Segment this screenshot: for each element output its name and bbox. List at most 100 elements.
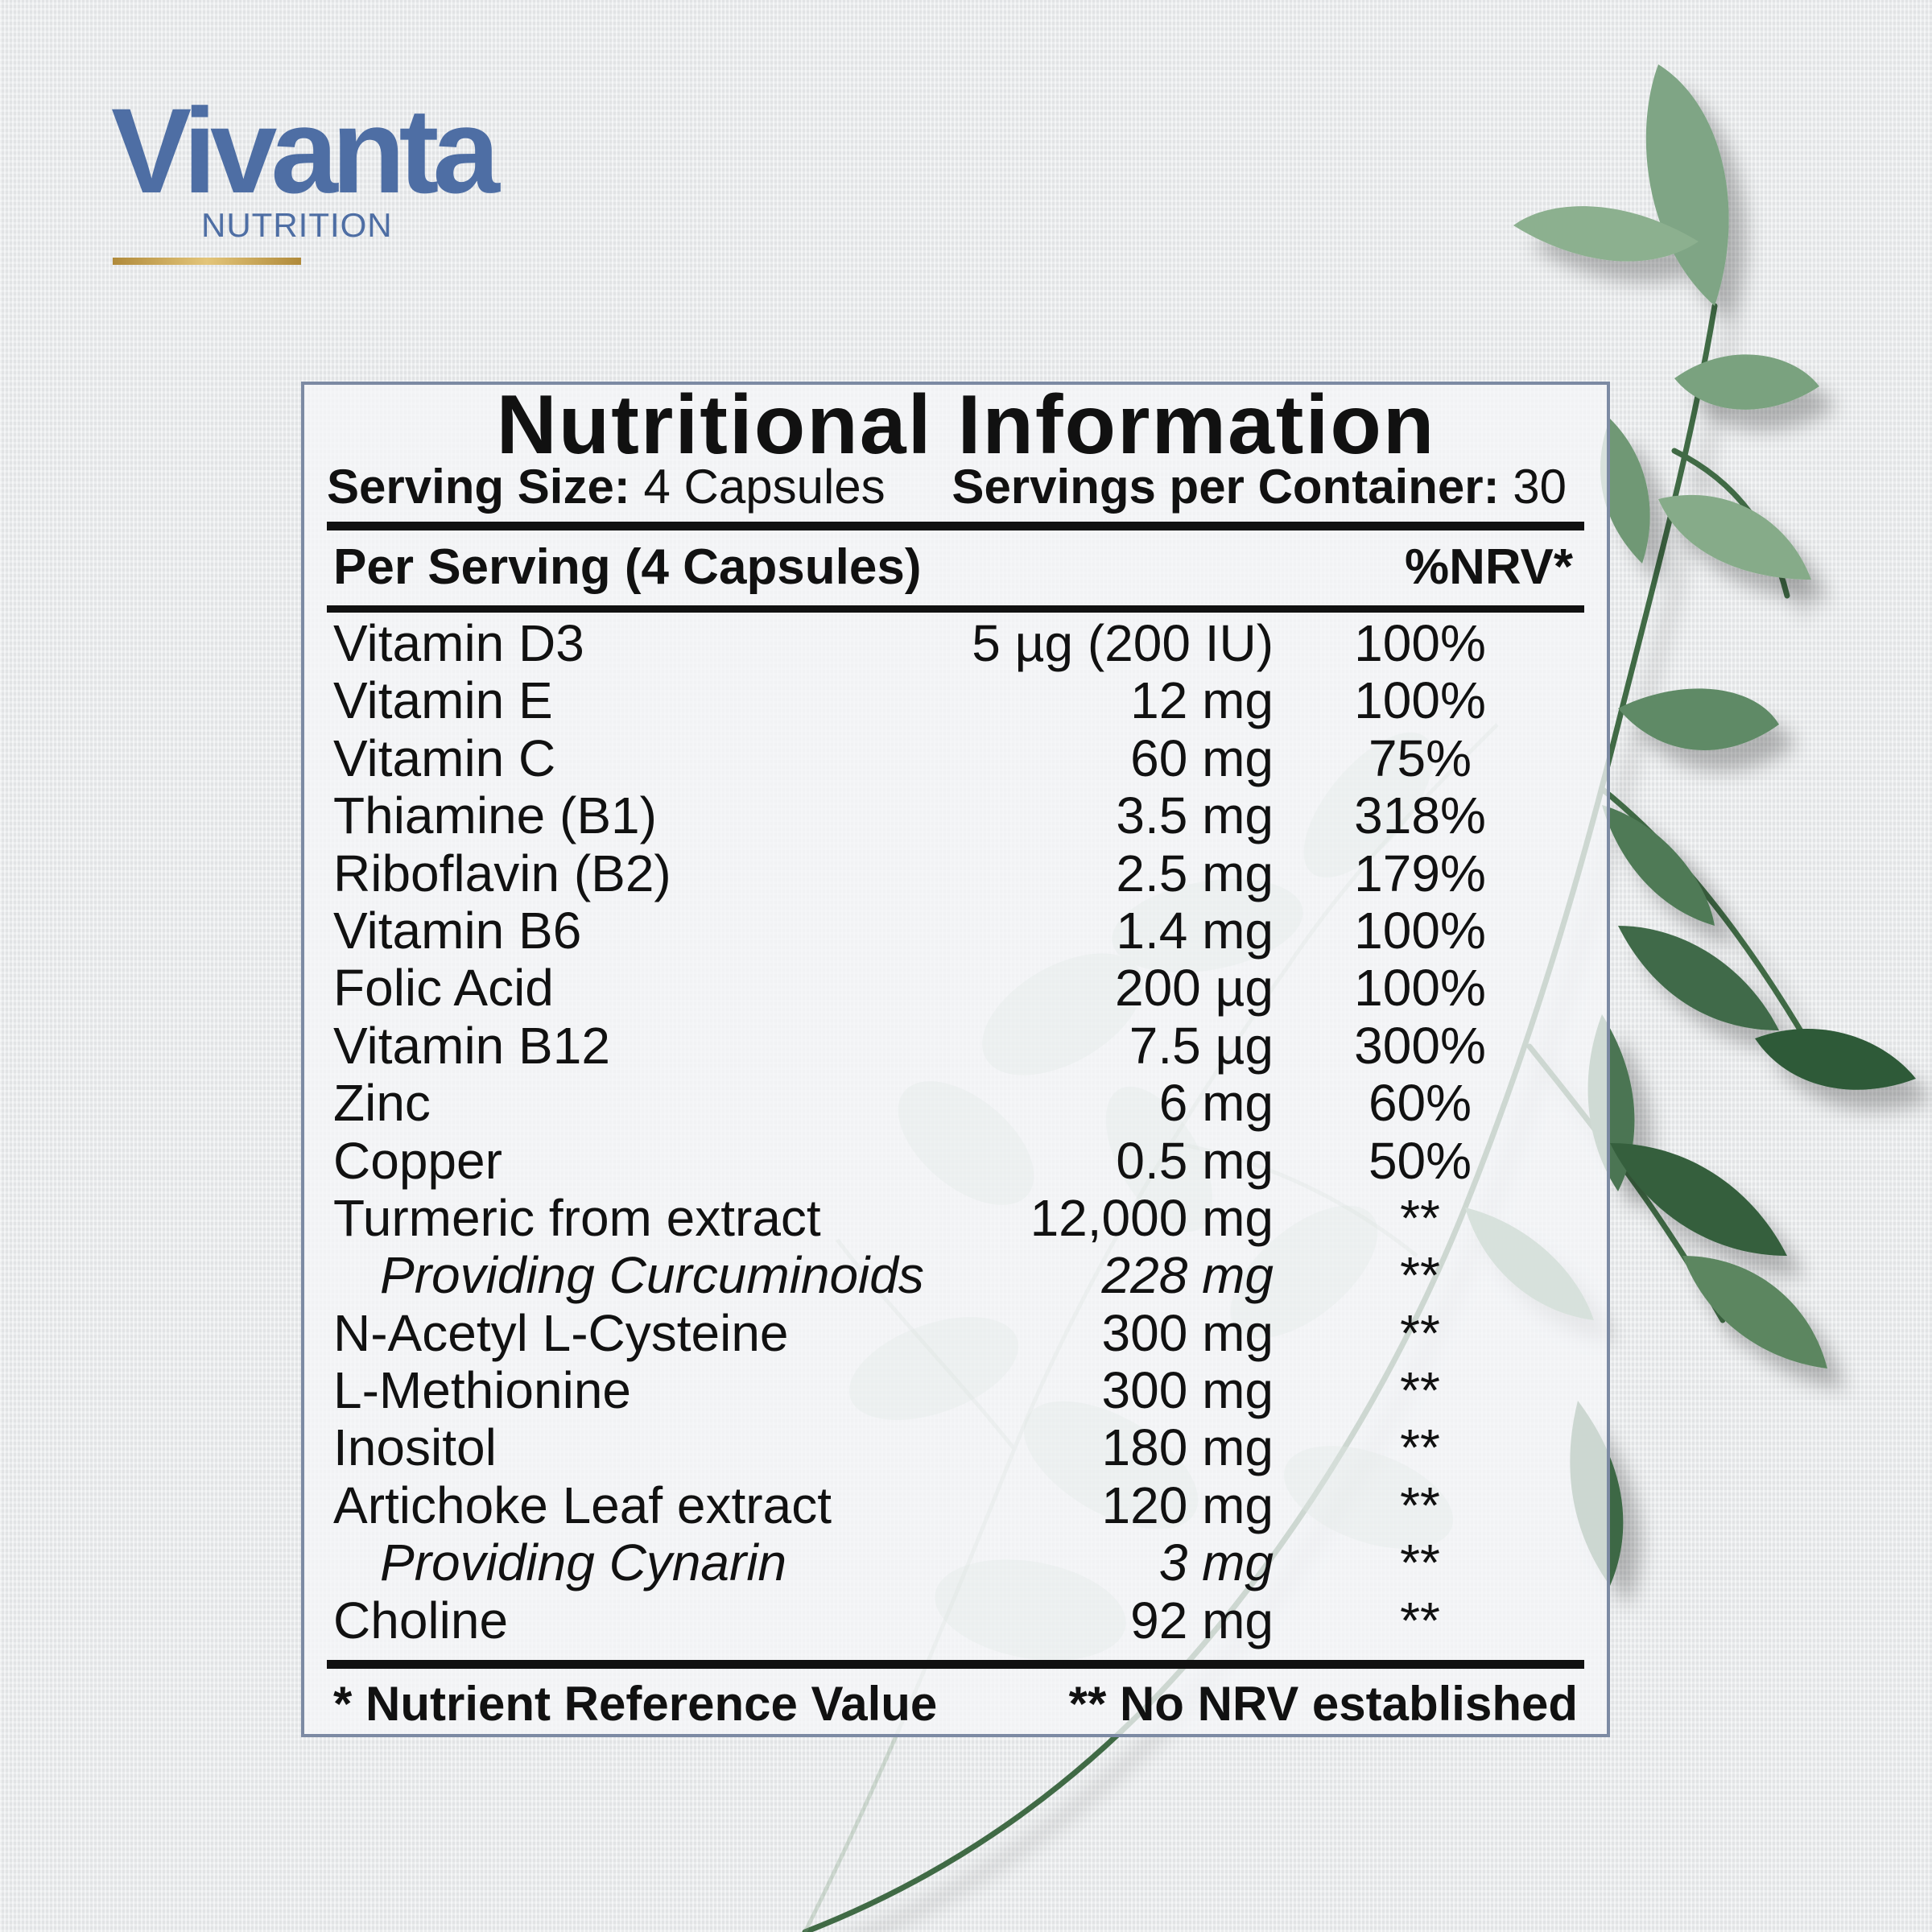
nutrient-nrv: 75% [1368,729,1472,787]
brand-wordmark: Vivanta [111,83,500,218]
divider-bottom [327,1660,1584,1669]
nutrient-nrv: 50% [1368,1131,1472,1190]
table-row: Vitamin B6 1.4 mg 100% [333,902,1589,960]
table-row: Riboflavin (B2) 2.5 mg 179% [333,844,1589,902]
nutrient-nrv: 179% [1354,844,1486,902]
table-row: Inositol 180 mg ** [333,1418,1589,1477]
nutrient-name: Riboflavin (B2) [333,844,671,902]
nutrient-nrv: ** [1400,1303,1440,1362]
leaf [1755,1029,1916,1090]
nutrient-amount: 0.5 mg [1116,1131,1274,1190]
nutrient-nrv: 100% [1354,671,1486,730]
leaf [1602,805,1715,926]
divider-top [327,522,1584,530]
serving-info: Serving Size: 4 Capsules Servings per Co… [327,459,1567,515]
nutrient-name: Turmeric from extract [333,1188,821,1247]
nutrient-name: Artichoke Leaf extract [333,1476,832,1534]
brand-logo: Vivanta NUTRITION [111,90,500,275]
column-header-right: %NRV* [1404,539,1573,595]
nutrient-amount: 300 mg [1101,1303,1274,1362]
nutrient-table: Vitamin D3 5 µg (200 IU) 100% Vitamin E 12 … [333,614,1589,1649]
table-row: Turmeric from extract 12,000 mg ** [333,1188,1589,1247]
nutrient-amount: 2.5 mg [1116,844,1274,902]
nutrient-name: Zinc [333,1074,431,1133]
servings-per-container: Servings per Container: 30 [952,459,1567,515]
leaf [1645,64,1729,306]
nutrient-nrv: ** [1400,1188,1440,1247]
nutrient-amount: 3.5 mg [1116,786,1274,845]
table-row: N-Acetyl L-Cysteine 300 mg ** [333,1303,1589,1362]
nutrient-nrv: 100% [1354,901,1486,960]
table-row-sub: Providing Cynarin 3 mg ** [333,1534,1589,1591]
leaf [1658,494,1811,580]
panel-title: Nutritional Information [496,378,1436,472]
nutrient-name: Vitamin C [333,729,556,787]
nutrient-name: Vitamin B6 [333,901,582,960]
nutrient-amount: 300 mg [1101,1361,1274,1420]
divider-header [327,605,1584,613]
nutrient-nrv: 100% [1354,959,1486,1018]
nutrient-nrv: 60% [1368,1074,1472,1133]
nutrient-amount: 12 mg [1130,671,1274,730]
table-row: Thiamine (B1) 3.5 mg 318% [333,786,1589,845]
nutrient-name: Providing Cynarin [380,1534,787,1592]
nutrient-name: Providing Curcuminoids [380,1246,924,1305]
table-row: Choline 92 mg ** [333,1591,1589,1649]
brand-subtitle: NUTRITION [201,206,393,244]
nutrient-name: Vitamin B12 [333,1016,610,1075]
nutrient-nrv: ** [1400,1361,1440,1420]
nutrient-name: Folic Acid [333,959,554,1018]
table-row: Folic Acid 200 µg 100% [333,959,1589,1018]
table-row: Vitamin E 12 mg 100% [333,671,1589,730]
nutrient-nrv: ** [1400,1591,1440,1649]
nutrient-amount: 12,000 mg [1030,1188,1274,1247]
footnotes: * Nutrient Reference Value ** No NRV est… [333,1676,1578,1732]
nutrient-amount: 1.4 mg [1116,901,1274,960]
leaf [1618,688,1779,751]
servings-per-container-label: Servings per Container: [952,460,1500,514]
nutrient-name: Inositol [333,1418,497,1477]
nutrient-name: Thiamine (B1) [333,786,657,845]
nutrient-name: Copper [333,1131,502,1190]
leaf [1513,206,1699,262]
serving-size: Serving Size: 4 Capsules [327,459,886,515]
nutrient-nrv: 318% [1354,786,1486,845]
footnote-nrv: * Nutrient Reference Value [333,1677,938,1731]
servings-per-container-value: 30 [1513,460,1567,514]
table-row: Copper 0.5 mg 50% [333,1131,1589,1190]
footnote-no-nrv: ** No NRV established [1068,1677,1578,1731]
brand-gold-underline [113,258,301,265]
column-header-left: Per Serving (4 Capsules) [333,539,922,595]
leaf [1682,1256,1827,1368]
table-row: Vitamin C 60 mg 75% [333,729,1589,787]
table-row-sub: Providing Curcuminoids 228 mg ** [333,1246,1589,1305]
nutrient-amount: 92 mg [1130,1591,1274,1649]
nutrient-nrv: ** [1400,1418,1440,1477]
table-row: Artichoke Leaf extract 120 mg ** [333,1476,1589,1534]
nutrient-amount: 228 mg [1101,1246,1274,1305]
nutrient-amount: 3 mg [1158,1534,1274,1592]
leaf [1610,1143,1787,1256]
column-header: Per Serving (4 Capsules) %NRV* [333,538,1573,597]
nutrient-amount: 180 mg [1101,1418,1274,1477]
nutrient-amount: 200 µg [1114,959,1274,1018]
nutrient-amount: 7.5 µg [1129,1016,1274,1075]
nutrient-name: L-Methionine [333,1361,631,1420]
nutrient-name: Vitamin D3 [333,614,584,672]
nutrient-name: Choline [333,1591,509,1649]
nutrient-amount: 120 mg [1101,1476,1274,1534]
leaf [1600,419,1650,564]
leaf [1618,926,1779,1030]
nutrient-nrv: ** [1400,1534,1440,1592]
leaf [1674,354,1819,410]
serving-size-label: Serving Size: [327,460,630,514]
table-row: L-Methionine 300 mg ** [333,1361,1589,1420]
nutrient-amount: 5 µg (200 IU) [972,614,1274,672]
table-row: Vitamin B12 7.5 µg 300% [333,1016,1589,1075]
nutrient-name: Vitamin E [333,671,553,730]
table-row: Zinc 6 mg 60% [333,1074,1589,1133]
nutrient-nrv: ** [1400,1246,1440,1305]
nutrient-amount: 6 mg [1158,1074,1274,1133]
nutrient-nrv: 300% [1354,1016,1486,1075]
nutrient-name: N-Acetyl L-Cysteine [333,1303,789,1362]
